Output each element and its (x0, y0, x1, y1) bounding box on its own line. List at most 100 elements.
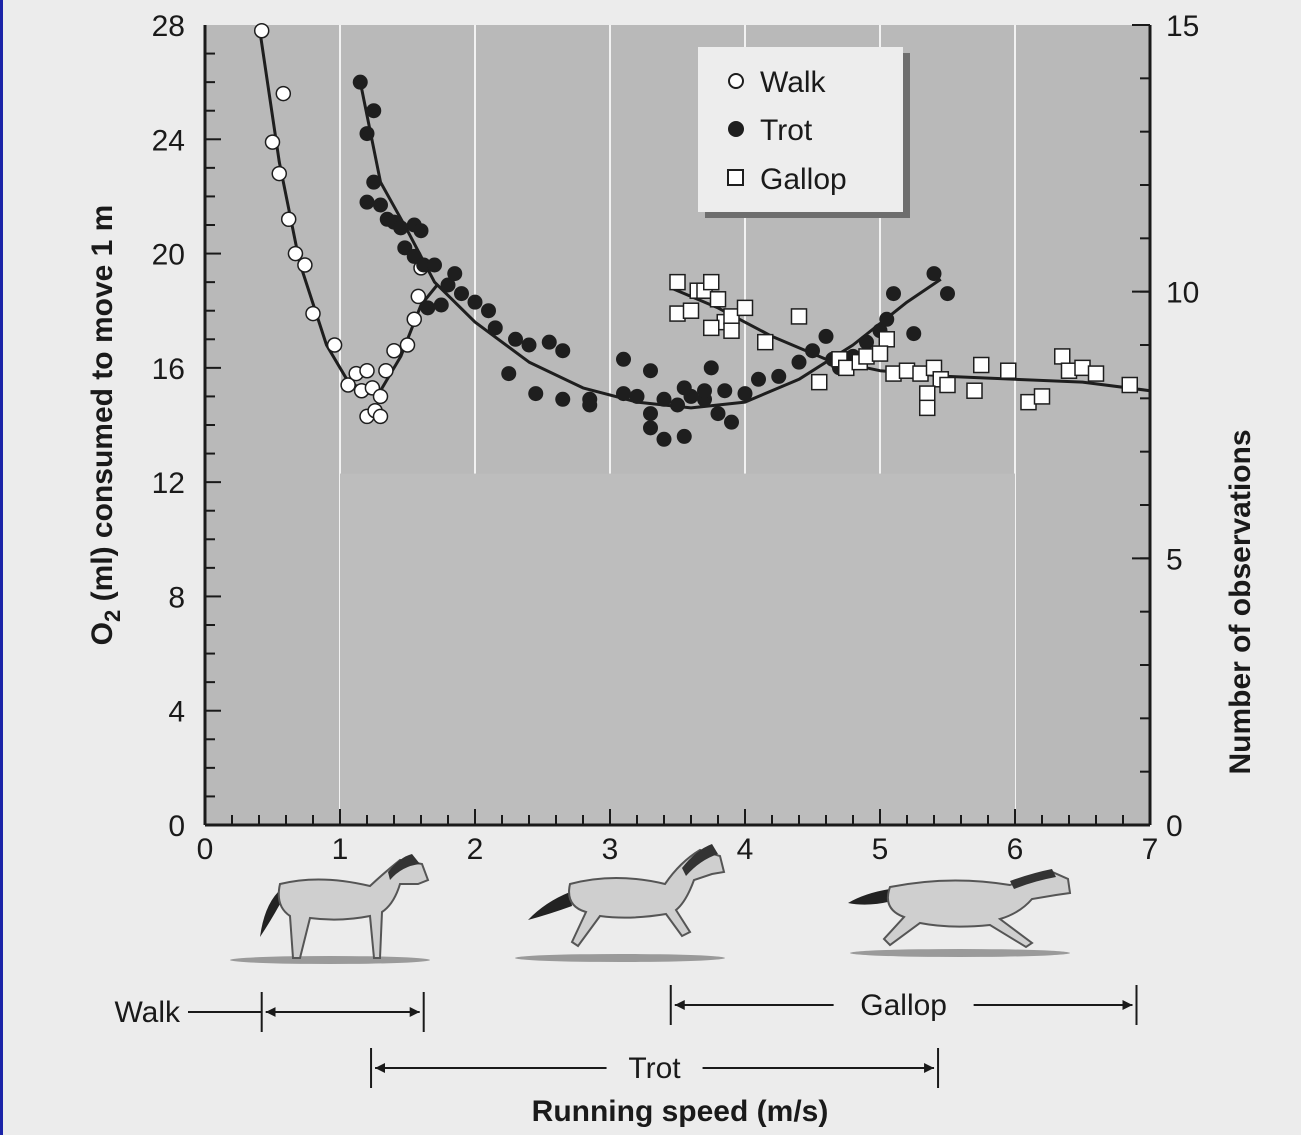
histogram-bar (637, 473, 880, 825)
x-tick-label: 1 (332, 833, 349, 866)
data-point-trot (616, 386, 631, 402)
data-point-walk (297, 257, 313, 273)
fit-curve-trot (358, 81, 942, 410)
data-point-gallop (939, 376, 956, 394)
y-tick-label-left: 20 (152, 239, 185, 272)
data-point-trot (420, 300, 436, 316)
y-tick-label-left: 16 (152, 353, 185, 386)
data-point-trot (528, 386, 544, 402)
data-point-gallop (919, 385, 936, 402)
data-point-trot (366, 103, 382, 119)
y-tick-label-right: 0 (1166, 810, 1183, 843)
data-point-trot (818, 328, 834, 344)
data-point-gallop (723, 322, 740, 339)
data-point-trot (751, 371, 766, 387)
y-tick-label-left: 24 (152, 124, 185, 157)
data-point-trot (393, 220, 409, 236)
horse-trotting-icon (515, 844, 726, 962)
y-tick-label-left: 0 (168, 810, 185, 843)
data-point-gallop (1087, 365, 1105, 382)
x-tick-label: 2 (467, 833, 484, 866)
data-point-walk (410, 288, 427, 305)
data-point-trot (413, 223, 429, 239)
data-point-trot (508, 331, 523, 347)
data-point-trot (676, 380, 692, 396)
data-point-walk (305, 305, 321, 322)
data-point-trot (433, 297, 449, 313)
data-point-trot (481, 303, 496, 319)
data-point-trot (416, 257, 432, 273)
data-point-trot (676, 428, 692, 444)
slide-border (0, 0, 3, 1135)
y-tick-label-right: 15 (1166, 10, 1199, 43)
data-point-walk (271, 165, 287, 182)
data-point-trot (724, 414, 739, 430)
data-point-walk (287, 245, 304, 262)
data-point-gallop (790, 308, 808, 325)
legend-marker-gallop (727, 169, 744, 186)
legend-label-gallop: Gallop (760, 163, 847, 196)
data-point-trot (373, 197, 388, 213)
data-point-gallop (669, 273, 686, 291)
data-point-walk (280, 211, 297, 228)
histogram-bar (421, 473, 637, 825)
data-point-trot (359, 126, 375, 142)
data-point-walk (372, 388, 389, 405)
data-point-trot (643, 406, 658, 422)
histogram-bar (880, 473, 1015, 825)
x-tick-label: 0 (197, 833, 214, 866)
data-point-trot (629, 388, 645, 404)
data-point-trot (717, 383, 733, 399)
data-point-trot (656, 391, 672, 407)
data-point-walk (386, 342, 402, 359)
legend-label-trot: Trot (760, 114, 813, 147)
data-point-trot (805, 343, 820, 359)
data-point-walk (372, 408, 389, 425)
data-point-walk (264, 134, 281, 150)
data-point-trot (906, 326, 922, 342)
data-point-trot (643, 420, 658, 436)
data-point-gallop (919, 399, 936, 417)
legend-marker-walk (728, 73, 744, 89)
data-point-gallop (811, 373, 828, 391)
data-point-trot (582, 397, 598, 413)
data-point-trot (366, 174, 382, 190)
data-point-gallop (736, 299, 754, 317)
x-tick-label: 7 (1142, 833, 1159, 866)
data-point-trot (440, 277, 456, 293)
data-point-gallop (966, 382, 983, 399)
data-point-gallop (703, 319, 720, 337)
gait-ranges: Walk Trot Gallop (114, 985, 1138, 1088)
x-tick-label: 6 (1007, 833, 1024, 866)
data-point-trot (643, 363, 658, 379)
data-point-trot (501, 366, 517, 382)
data-point-trot (521, 337, 537, 353)
legend: Walk Trot Gallop (698, 47, 910, 218)
data-point-trot (670, 397, 685, 413)
legend-label-walk: Walk (760, 66, 827, 99)
data-point-gallop (1054, 348, 1071, 365)
legend-marker-trot (728, 121, 744, 137)
y-tick-label-left: 4 (168, 696, 185, 729)
x-tick-label: 4 (737, 833, 754, 866)
data-point-gallop (1121, 376, 1138, 394)
data-point-gallop (703, 273, 720, 291)
data-point-trot (616, 351, 631, 367)
data-point-trot (555, 391, 571, 407)
data-point-gallop (757, 333, 774, 351)
data-point-trot (427, 257, 442, 273)
data-point-walk (359, 362, 375, 379)
y-tick-label-right: 10 (1166, 277, 1199, 310)
y-tick-label-right: 5 (1166, 543, 1183, 576)
data-point-trot (859, 334, 874, 350)
data-point-trot (926, 266, 942, 282)
data-point-trot (771, 368, 787, 384)
data-point-gallop (682, 302, 700, 319)
data-point-gallop (871, 345, 889, 362)
data-point-gallop (709, 291, 727, 308)
data-point-gallop (1000, 362, 1017, 379)
data-point-trot (697, 383, 712, 399)
data-point-trot (352, 74, 368, 90)
